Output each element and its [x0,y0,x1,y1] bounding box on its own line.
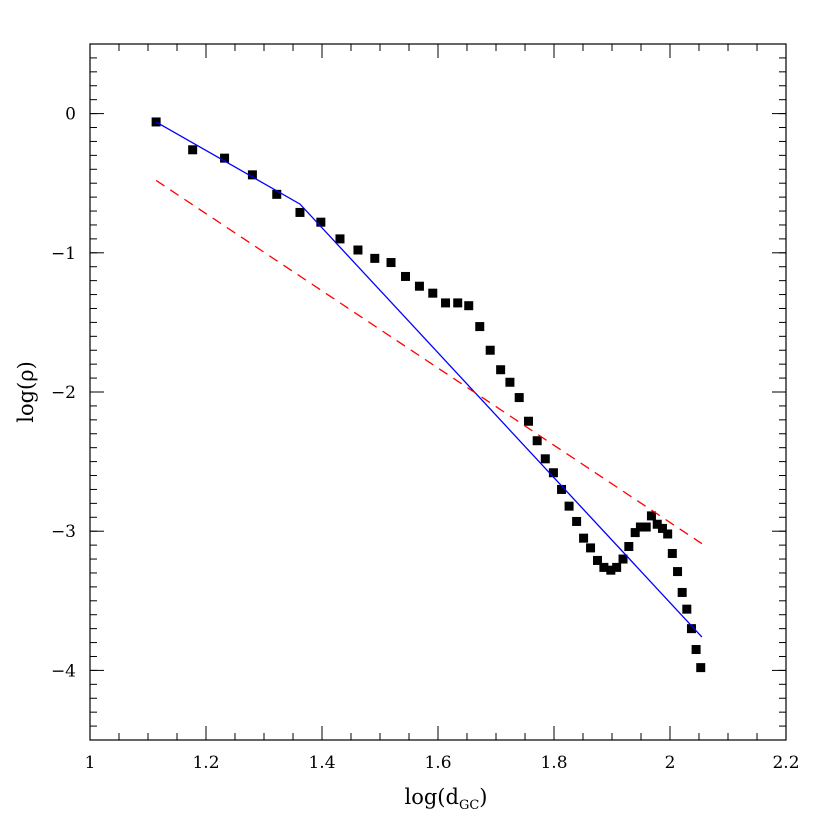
data-point-marker [696,663,706,673]
data-point-marker [593,555,602,565]
data-point-marker [453,298,463,308]
data-point-marker [652,519,662,529]
data-point-marker [386,258,396,268]
data-point-marker [599,562,609,572]
y-tick-label: −1 [51,244,76,264]
data-point-marker [635,522,645,532]
x-axis-title: log(dGC) [405,785,488,813]
data-point-marker [475,322,485,332]
data-point-marker [441,298,451,308]
data-point-marker [682,604,692,614]
data-point-marker [618,554,628,564]
data-point-marker [414,281,424,291]
data-point-marker [646,511,656,521]
data-point-marker [505,377,515,387]
x-tick-label: 1 [85,753,96,773]
y-axis-title: log(ρ) [14,361,38,423]
data-point-marker [247,170,257,180]
data-point-marker [564,501,574,511]
x-axis-title-subscript: GC [459,798,479,813]
data-point-marker [464,301,474,311]
data-point-marker [272,189,282,199]
data-point-marker [579,533,589,543]
y-tick-label: 0 [65,105,76,125]
series-layer [151,117,706,673]
data-point-marker [557,484,567,494]
y-tick-labels: 0 −1 −2 −3 −4 [51,105,76,682]
x-tick-label: 2 [665,753,676,773]
x-tick-label: 2.2 [772,753,799,773]
data-point-marker [295,207,305,217]
data-point-marker [612,562,622,572]
data-point-marker [663,529,673,539]
data-point-marker [641,522,651,532]
red-dashed-fit-line [155,179,703,545]
data-point-marker [540,454,550,464]
data-point-marker [586,543,596,553]
data-point-marker [572,516,582,526]
x-tick-labels: 1 1.2 1.4 1.6 1.8 2 2.2 [85,753,800,773]
data-point-marker [673,567,683,577]
x-tick-label: 1.8 [540,753,567,773]
data-point-marker [657,523,667,533]
data-point-marker [514,393,524,403]
x-tick-label: 1.2 [192,753,219,773]
data-point-marker [532,436,542,446]
data-point-marker [606,565,616,575]
data-point-marker [667,548,677,558]
data-point-marker [496,365,506,375]
data-point-marker [630,528,640,538]
data-point-marker [548,468,558,478]
x-axis-title-close: ) [479,785,487,809]
data-point-marker [691,645,701,655]
x-axis-title-base: log(d [405,785,459,809]
x-tick-label: 1.4 [308,753,335,773]
y-tick-label: −2 [51,383,76,403]
data-point-marker [370,253,380,263]
data-point-marker [686,624,696,634]
y-tick-label: −4 [51,661,76,681]
data-point-marker [353,245,363,255]
data-point-marker [401,271,411,281]
data-point-marker [188,145,198,155]
data-point-marker [624,542,634,552]
data-point-marker [677,587,687,597]
data-point-marker [316,217,326,227]
data-point-marker [220,153,230,163]
plot-frame [89,43,787,741]
data-point-marker [428,288,438,298]
data-point-marker [151,117,161,127]
data-point-marker [335,234,345,244]
blue-fit-line [155,121,703,638]
data-point-marker [523,416,533,426]
x-tick-label: 1.6 [424,753,451,773]
data-point-marker [485,345,495,355]
y-tick-label: −3 [51,522,76,542]
